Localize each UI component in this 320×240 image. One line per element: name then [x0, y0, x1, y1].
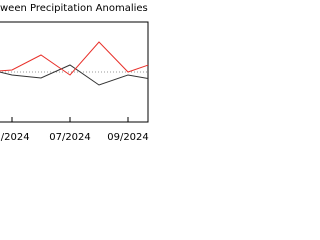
x-tick-label: 5/2024 [0, 132, 30, 143]
x-tick-label: 07/2024 [49, 132, 91, 143]
data-line [0, 64, 148, 86]
plot-area [0, 41, 148, 86]
data-line [0, 41, 148, 76]
x-tick-label: 09/2024 [107, 132, 149, 143]
plot-frame [0, 21, 149, 123]
chart: ween Precipitation Anomalies and ENSO 5/… [0, 3, 150, 143]
chart-title: ween Precipitation Anomalies and ENSO [0, 3, 150, 14]
